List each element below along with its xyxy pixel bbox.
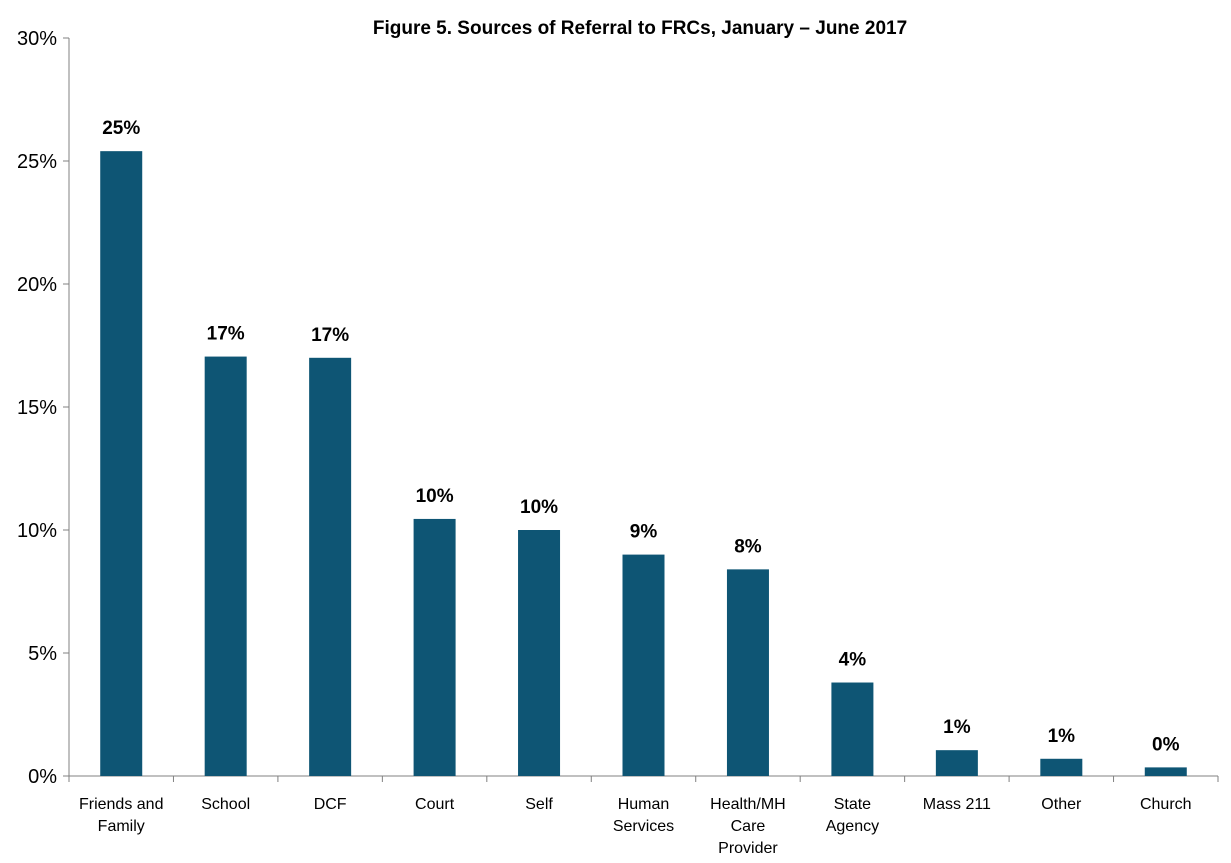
data-label: 25% bbox=[102, 118, 140, 139]
bar bbox=[726, 569, 769, 776]
x-tick-label-line: Friends and bbox=[79, 796, 164, 813]
y-tick-label: 25% bbox=[17, 151, 57, 173]
x-tick-label-line: Other bbox=[1041, 796, 1082, 813]
bar bbox=[204, 356, 247, 776]
y-tick-label: 0% bbox=[28, 766, 57, 788]
data-label: 8% bbox=[734, 536, 762, 557]
x-tick-label: DCF bbox=[314, 796, 347, 813]
y-tick-label: 10% bbox=[17, 520, 57, 542]
data-label: 0% bbox=[1152, 734, 1180, 755]
x-tick-label-line: School bbox=[201, 796, 250, 813]
x-tick-label-line: Agency bbox=[826, 818, 879, 835]
x-tick-label-line: Church bbox=[1140, 796, 1192, 813]
data-label: 17% bbox=[207, 324, 245, 345]
data-label: 4% bbox=[839, 650, 867, 671]
bar bbox=[622, 554, 665, 776]
y-tick-label: 15% bbox=[17, 397, 57, 419]
x-tick-label: Human Services bbox=[613, 796, 674, 835]
bar bbox=[1040, 758, 1083, 776]
x-tick-label-line: Court bbox=[415, 796, 455, 813]
bar bbox=[309, 357, 352, 776]
plot-area: 0% 5% 10% 15% 20% 25% 30% 25% Friends and Family 1… bbox=[17, 28, 1219, 857]
y-tick-label: 30% bbox=[17, 28, 57, 50]
x-tick-label: Other bbox=[1041, 796, 1082, 813]
x-tick-label-line: Provider bbox=[718, 840, 778, 857]
x-tick-label: Court bbox=[415, 796, 455, 813]
bar bbox=[1144, 767, 1187, 776]
bar bbox=[100, 151, 143, 776]
data-label: 9% bbox=[630, 522, 658, 543]
x-tick-label: Friends and Family bbox=[79, 796, 164, 835]
bar bbox=[413, 518, 456, 776]
x-tick-label: State Agency bbox=[826, 796, 879, 835]
x-tick-label-line: Self bbox=[525, 796, 553, 813]
y-tick-label: 5% bbox=[28, 643, 57, 665]
x-tick-label-line: State bbox=[834, 796, 871, 813]
data-label: 1% bbox=[1048, 726, 1076, 747]
x-tick-label-line: Services bbox=[613, 818, 674, 835]
x-tick-label: Church bbox=[1140, 796, 1192, 813]
x-tick-label-line: Care bbox=[731, 818, 766, 835]
data-label: 10% bbox=[416, 486, 454, 507]
bar bbox=[518, 530, 561, 776]
x-tick-label-line: Mass 211 bbox=[923, 796, 991, 813]
data-label: 10% bbox=[520, 497, 558, 518]
x-tick-label: Self bbox=[525, 796, 553, 813]
data-label: 1% bbox=[943, 717, 971, 738]
bar bbox=[935, 750, 978, 776]
x-tick-label-line: DCF bbox=[314, 796, 347, 813]
x-tick-label-line: Human bbox=[618, 796, 670, 813]
bar bbox=[831, 682, 874, 776]
x-tick-label-line: Health/MH bbox=[710, 796, 786, 813]
x-tick-label: Mass 211 bbox=[923, 796, 991, 813]
x-tick-label: School bbox=[201, 796, 250, 813]
x-tick-label-line: Family bbox=[98, 818, 145, 835]
x-tick-label: Health/MH Care Provider bbox=[710, 796, 786, 857]
data-label: 17% bbox=[311, 325, 349, 346]
chart-title: Figure 5. Sources of Referral to FRCs, J… bbox=[373, 18, 907, 39]
y-tick-label: 20% bbox=[17, 274, 57, 296]
